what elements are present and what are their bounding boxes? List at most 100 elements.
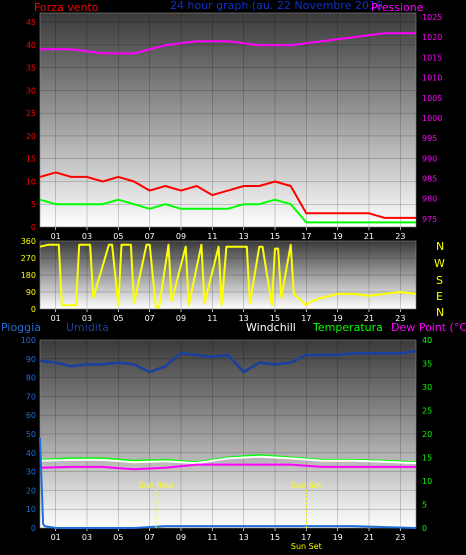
series-layer bbox=[39, 32, 416, 224]
compass-e: E bbox=[436, 290, 443, 303]
y-left-tick-label: 90 bbox=[26, 288, 36, 297]
x-tick-label: 19 bbox=[333, 232, 343, 241]
compass-s: S bbox=[436, 274, 443, 287]
y-left-tick-label: 100 bbox=[21, 336, 36, 345]
x-tick-label: 11 bbox=[207, 533, 217, 542]
y-left-tick-label: 30 bbox=[26, 468, 36, 477]
series-line-forza-vento bbox=[39, 171, 416, 219]
legend-windchill: Windchill bbox=[246, 321, 296, 334]
panel-background bbox=[40, 241, 416, 309]
y-right-tick-label: 985 bbox=[422, 175, 437, 184]
wind-pressure-panel: 0510152025303540459759809859909951000100… bbox=[26, 0, 443, 241]
y-right-tick-label: 1025 bbox=[422, 13, 442, 22]
annotation-sun-set: Sun Set bbox=[291, 481, 322, 490]
chart-title: 24 hour graph (au. 22 Novembre 2018 bbox=[170, 0, 383, 12]
x-tick-label: 09 bbox=[176, 533, 186, 542]
y-right-tick-label: 990 bbox=[422, 154, 437, 163]
x-tick-label: 15 bbox=[270, 232, 280, 241]
y-right-tick-label: 40 bbox=[422, 336, 432, 345]
x-tick-label: 17 bbox=[301, 232, 311, 241]
y-left-tick-label: 25 bbox=[26, 109, 36, 118]
y-left-tick-label: 20 bbox=[26, 486, 36, 495]
panel-background bbox=[40, 340, 416, 528]
x-tick-label: 07 bbox=[145, 533, 155, 542]
tick-labels: 0510152025303540459759809859909951000100… bbox=[26, 13, 443, 241]
series-layer bbox=[39, 243, 417, 309]
x-tick-label: 03 bbox=[82, 533, 92, 542]
y-left-tick-label: 10 bbox=[26, 177, 36, 186]
tick-labels: 0102030405060708090100051015202530354001… bbox=[21, 336, 432, 551]
y-left-label: Forza vento bbox=[34, 1, 99, 14]
x-tick-label: 23 bbox=[395, 314, 405, 323]
y-left-tick-label: 270 bbox=[21, 254, 36, 263]
x-tick-label: 19 bbox=[333, 314, 343, 323]
y-right-label: Pressione bbox=[371, 1, 424, 14]
x-tick-label: 01 bbox=[51, 533, 61, 542]
y-right-tick-label: 1010 bbox=[422, 74, 442, 83]
x-tick-label: 15 bbox=[270, 314, 280, 323]
y-right-tick-label: 35 bbox=[422, 360, 432, 369]
legend-dewpoint: Dew Point (°C) bbox=[391, 321, 466, 334]
series-line-windchill bbox=[39, 455, 417, 465]
y-right-tick-label: 5 bbox=[422, 501, 427, 510]
tick-labels: 0 90 180 270 360 01 03 05 07 09 11 13 15 17 19 21 23 bbox=[21, 237, 406, 323]
y-left-tick-label: 20 bbox=[26, 132, 36, 141]
series-line-dew-point-c bbox=[39, 463, 416, 471]
y-right-tick-label: 1015 bbox=[422, 53, 442, 62]
y-right-tick-label: 1005 bbox=[422, 94, 442, 103]
x-tick-label: 01 bbox=[51, 314, 61, 323]
series-line-pressione bbox=[40, 32, 416, 55]
y-left-tick-label: 70 bbox=[26, 392, 36, 401]
series-line-pioggia bbox=[39, 437, 417, 529]
y-right-tick-label: 15 bbox=[422, 454, 432, 463]
y-right-tick-label: 10 bbox=[422, 477, 432, 486]
y-left-tick-label: 40 bbox=[26, 449, 36, 458]
x-tick-label: 21 bbox=[364, 533, 374, 542]
wind-direction-panel: 0 90 180 270 360 01 03 05 07 09 11 13 15 17 19 21 23 N W… bbox=[21, 237, 445, 323]
x-tick-label: 11 bbox=[207, 314, 217, 323]
y-right-tick-label: 30 bbox=[422, 383, 432, 392]
x-tick-label: 21 bbox=[364, 232, 374, 241]
panel-frame bbox=[39, 240, 417, 310]
x-tick-label: 23 bbox=[395, 533, 405, 542]
y-left-tick-label: 5 bbox=[31, 200, 36, 209]
y-left-tick-label: 50 bbox=[26, 430, 36, 439]
y-right-tick-label: 25 bbox=[422, 407, 432, 416]
y-left-tick-label: 60 bbox=[26, 411, 36, 420]
legend-umidita: Umidita bbox=[66, 321, 109, 334]
y-left-tick-label: 0 bbox=[31, 305, 36, 314]
y-left-tick-label: 90 bbox=[26, 355, 36, 364]
series-line-ffff00 bbox=[39, 243, 417, 309]
y-left-tick-label: 15 bbox=[26, 155, 36, 164]
x-tick-label: 21 bbox=[364, 314, 374, 323]
x-tick-label: 09 bbox=[176, 232, 186, 241]
series-line-00ff00 bbox=[39, 198, 416, 224]
y-left-tick-label: 80 bbox=[26, 374, 36, 383]
legend-temperatura: Temperatura bbox=[312, 321, 383, 334]
x-tick-label: 05 bbox=[113, 232, 123, 241]
annotation-sun-rise: Sun Rise bbox=[139, 481, 174, 490]
x-tick-label: 23 bbox=[395, 232, 405, 241]
x-tick-label: 11 bbox=[207, 232, 217, 241]
compass-w: W bbox=[434, 257, 445, 270]
y-right-tick-label: 1000 bbox=[422, 114, 442, 123]
x-tick-label: 03 bbox=[82, 232, 92, 241]
annotation-sunset-axis: Sun Set bbox=[291, 542, 322, 551]
x-tick-label: 07 bbox=[145, 232, 155, 241]
panel-frame bbox=[39, 339, 417, 529]
x-tick-label: 03 bbox=[82, 314, 92, 323]
y-right-tick-label: 995 bbox=[422, 134, 437, 143]
y-left-tick-label: 40 bbox=[26, 41, 36, 50]
x-tick-label: 13 bbox=[239, 232, 249, 241]
y-right-tick-label: 975 bbox=[422, 215, 437, 224]
x-tick-label: 17 bbox=[301, 533, 311, 542]
y-right-tick-label: 20 bbox=[422, 430, 432, 439]
compass-n-top: N bbox=[436, 240, 444, 253]
series-line-umidita bbox=[39, 350, 417, 374]
panel-frame bbox=[39, 12, 417, 228]
x-tick-label: 05 bbox=[113, 533, 123, 542]
y-left-tick-label: 35 bbox=[26, 64, 36, 73]
series-layer: Sun Rise Sun Set bbox=[39, 350, 417, 529]
y-left-tick-label: 0 bbox=[31, 524, 36, 533]
